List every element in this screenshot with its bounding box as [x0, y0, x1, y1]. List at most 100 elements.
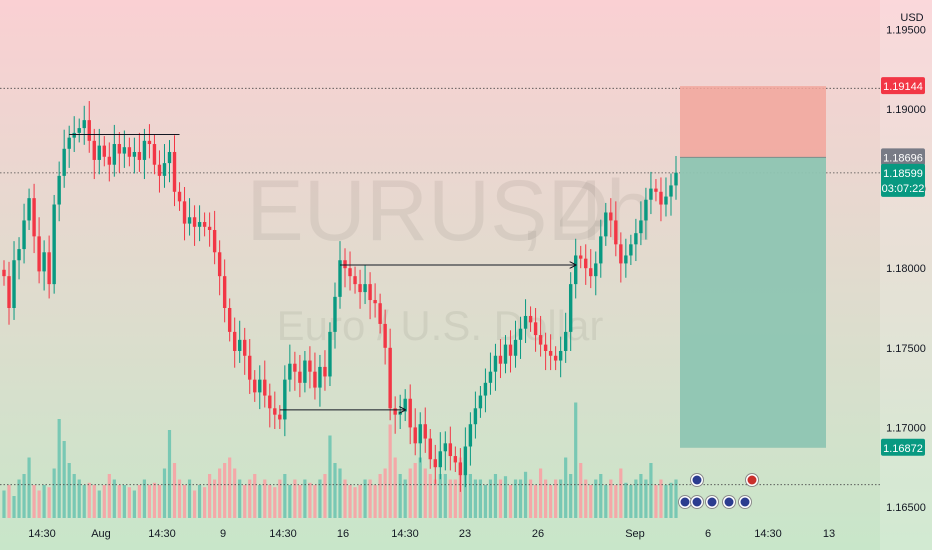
candle [52, 194, 56, 294]
volume-bar [22, 474, 26, 518]
volume-bar [383, 468, 387, 518]
volume-bar [333, 463, 337, 518]
price-axis[interactable]: USD 1.195001.190001.185001.180001.175001… [880, 0, 932, 550]
volume-bar [52, 468, 56, 518]
candle [273, 391, 277, 429]
volume-bar [263, 479, 267, 518]
volume-bar [393, 457, 397, 518]
candle [503, 335, 508, 374]
candle [348, 251, 352, 291]
candle [92, 128, 96, 180]
candle [157, 150, 162, 193]
candle [378, 293, 382, 334]
short-position-tool[interactable] [680, 86, 826, 448]
candle [473, 391, 478, 439]
volume-bar [288, 485, 292, 518]
volume-bar [604, 485, 608, 518]
candle [127, 137, 132, 167]
watermark: EURUSD , 4h Euro / U.S. Dollar [246, 163, 653, 349]
volume-bar [363, 479, 367, 518]
candle [568, 272, 573, 351]
volume-bar [72, 474, 76, 518]
candle [248, 339, 252, 394]
volume-bar [443, 474, 447, 518]
volume-bar [408, 468, 412, 518]
volume-bar [303, 479, 307, 518]
candle [453, 446, 458, 472]
candle [187, 198, 192, 236]
volume-bar [533, 485, 538, 518]
candle [508, 330, 513, 373]
candle [579, 245, 583, 269]
candle [313, 352, 317, 400]
volume-bar [599, 474, 603, 518]
candle [538, 315, 543, 357]
volume-bar [579, 463, 583, 518]
volume-bar [589, 485, 593, 518]
economic-events[interactable] [678, 473, 759, 509]
candle [563, 312, 568, 363]
volume-bar [564, 457, 568, 518]
volume-bar [97, 490, 101, 518]
candle [649, 171, 653, 215]
time-tick: 6 [705, 528, 711, 540]
volume-bar [473, 479, 478, 518]
candle [604, 202, 608, 246]
candle [383, 309, 387, 365]
candle [293, 351, 297, 391]
volume-bar [12, 496, 16, 518]
candle [654, 179, 658, 202]
volume-bar [674, 479, 678, 518]
candle [268, 383, 272, 428]
candle [197, 205, 202, 242]
volume-bar [167, 430, 172, 518]
eu-flag-icon [678, 495, 692, 509]
volume-bar [162, 468, 167, 518]
volume-bar [644, 479, 648, 518]
candle [428, 428, 432, 469]
candle [423, 407, 427, 453]
candle [162, 144, 167, 188]
candle [373, 283, 377, 318]
volume-bar [202, 487, 207, 518]
candle [548, 334, 553, 371]
volume-bar [569, 474, 573, 518]
volume-bar [478, 479, 483, 518]
volume-bar [388, 424, 392, 518]
candle [308, 346, 312, 389]
volume-bar [634, 479, 638, 518]
volume-bar [137, 485, 142, 518]
volume-bar [513, 479, 518, 518]
time-tick: 14:30 [269, 528, 297, 540]
volume-bar [187, 479, 192, 518]
candle [619, 232, 623, 283]
candle [303, 350, 307, 393]
time-tick: 13 [823, 528, 835, 540]
volume-bar [338, 468, 342, 518]
volume-bar [233, 468, 237, 518]
candle [283, 365, 287, 437]
candle [558, 336, 563, 378]
candle [498, 339, 503, 379]
volume-bar [433, 479, 437, 518]
volume-bar [503, 476, 508, 518]
candle [674, 155, 678, 200]
volume-bar [67, 463, 71, 518]
eu-flag-icon [690, 473, 704, 487]
time-axis[interactable]: 14:30 Aug 14:30 9 14:30 16 14:30 23 26 Sep 6 14:30 1… [28, 528, 835, 540]
candle [67, 125, 71, 168]
candle [7, 261, 11, 325]
drawings[interactable] [69, 133, 576, 409]
volume-bar [278, 479, 282, 518]
candle [232, 317, 237, 368]
candle [177, 182, 182, 211]
price-tick: 1.17000 [886, 422, 926, 434]
candle [207, 212, 212, 247]
candle [112, 124, 117, 177]
candle [77, 118, 81, 143]
candle [243, 327, 247, 375]
entry-price-label: 1.18696 [883, 152, 923, 164]
volume-bar [554, 479, 558, 518]
